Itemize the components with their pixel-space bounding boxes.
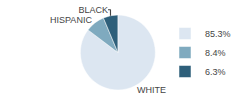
svg-text:8.4%: 8.4%	[205, 48, 226, 58]
svg-text:HISPANIC: HISPANIC	[50, 15, 92, 25]
svg-text:6.3%: 6.3%	[205, 67, 226, 77]
svg-text:85.3%: 85.3%	[205, 29, 231, 39]
svg-text:BLACK: BLACK	[78, 5, 108, 15]
svg-text:WHITE: WHITE	[137, 85, 166, 95]
